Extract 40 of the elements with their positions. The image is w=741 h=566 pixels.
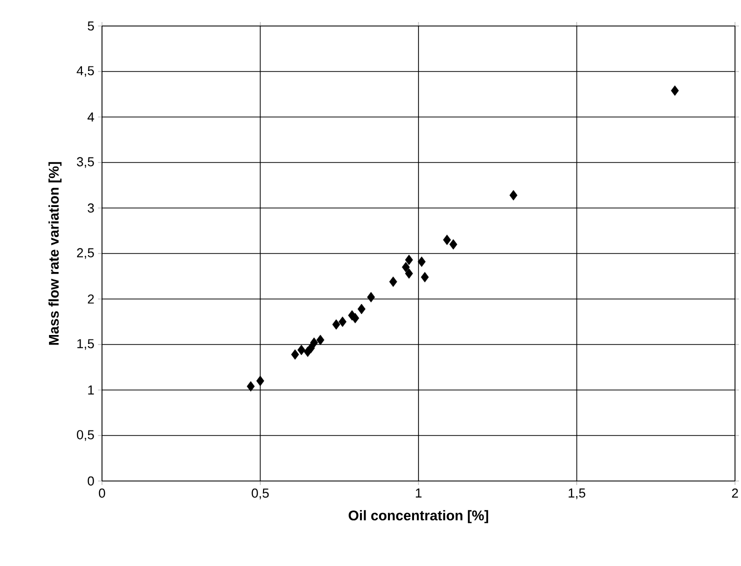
y-tick-label: 3 — [88, 203, 94, 213]
point — [358, 304, 366, 314]
point — [246, 381, 255, 392]
y-tick-label: 1 — [88, 386, 94, 394]
y-tick-label: 4 — [88, 112, 94, 122]
point — [443, 234, 451, 246]
point — [367, 292, 375, 302]
point — [316, 334, 324, 346]
point — [256, 376, 264, 386]
point — [402, 262, 410, 272]
point — [389, 276, 398, 287]
point — [449, 239, 458, 250]
point — [510, 190, 518, 200]
y-tick-label: 0 — [88, 476, 94, 486]
y-tick-label: 5 — [88, 21, 94, 31]
point — [670, 85, 679, 96]
x-tick-label: 1,5 — [568, 488, 586, 500]
y-tick-label: 0,5 — [76, 430, 94, 441]
point — [405, 254, 413, 266]
point — [306, 342, 315, 354]
point — [351, 312, 360, 324]
x-axis-title: Oil concentration [%] — [348, 510, 488, 524]
point — [291, 349, 300, 360]
point — [418, 256, 426, 267]
x-tick-label: 0 — [98, 488, 106, 498]
y-tick-label: 3,5 — [76, 157, 94, 168]
point — [310, 337, 318, 348]
y-tick-label: 2,5 — [77, 248, 94, 259]
point — [405, 268, 413, 279]
point — [420, 272, 429, 282]
x-tick-label: 1 — [416, 488, 422, 498]
point — [338, 316, 346, 327]
y-axis-title: Mass flow rate variation [%] — [48, 162, 62, 345]
y-tick-label: 4,5 — [76, 66, 94, 77]
y-tick-label: 1,5 — [77, 339, 94, 350]
x-tick-label: 2 — [732, 488, 738, 498]
point — [332, 319, 340, 330]
point — [297, 344, 306, 356]
y-tick-label: 2 — [88, 294, 94, 304]
x-tick-label: 0,5 — [252, 488, 269, 500]
